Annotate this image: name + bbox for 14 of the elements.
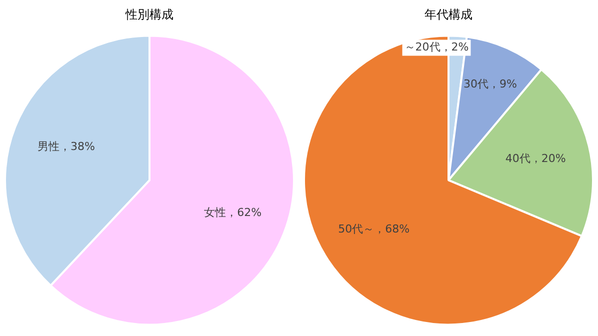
slice-label: 50代～ (338, 222, 374, 236)
data-label: ，20% (530, 152, 566, 165)
slice-label: 40代 (505, 152, 530, 165)
data-label: ，62% (226, 206, 262, 220)
chart-title: 性別構成 (124, 7, 174, 22)
chart-title: 年代構成 (424, 7, 472, 22)
data-label: ，2% (440, 40, 469, 54)
slice-label: 30代 (463, 78, 488, 91)
slice-label: 男性 (37, 140, 60, 154)
data-label: ，68% (374, 222, 410, 236)
data-label: ，9% (488, 78, 517, 91)
slice-label: ～20代 (404, 40, 440, 54)
data-label: ，38% (59, 140, 95, 154)
slice-label: 女性 (204, 206, 226, 220)
